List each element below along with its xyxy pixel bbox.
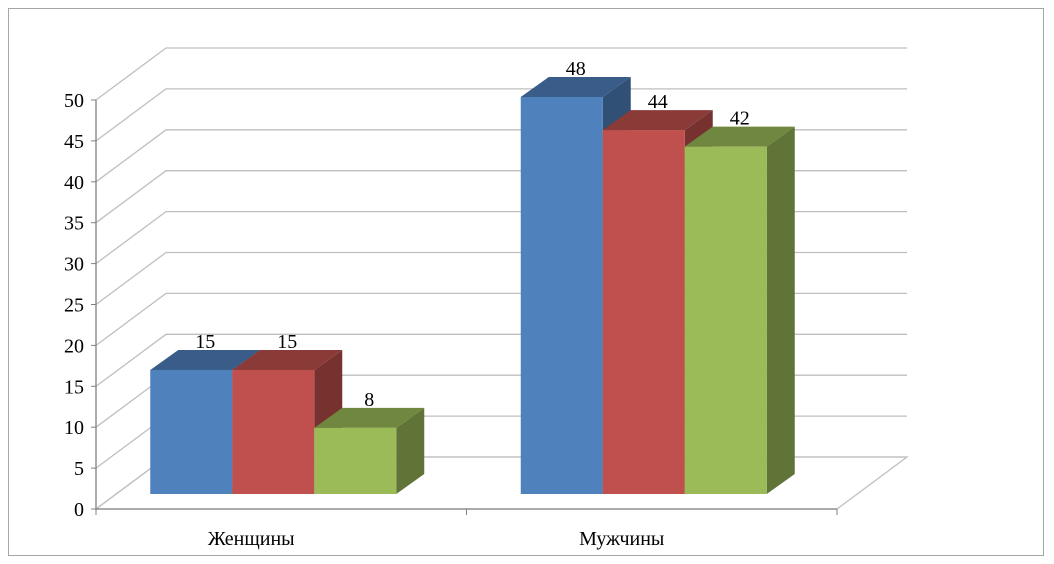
- bar-top-face: [520, 77, 631, 97]
- bar-front-face: [684, 146, 767, 494]
- data-label: 15: [195, 331, 215, 353]
- bar-front-face: [150, 369, 233, 494]
- y-tick-label: 5: [74, 458, 84, 480]
- y-tick-label: 15: [64, 376, 84, 398]
- bar-top-face: [314, 407, 425, 428]
- bar-top-face: [232, 349, 343, 370]
- y-tick-label: 30: [64, 254, 84, 276]
- chart-frame: 0 5 10 15 20 25 30 35 40 45 50 15 15 8 48 44 42 Женщины…: [8, 8, 1044, 556]
- y-tick-label: 25: [64, 295, 84, 317]
- x-category-label: Женщины: [208, 528, 295, 550]
- bar: [232, 349, 343, 494]
- bar-front-face: [602, 130, 685, 494]
- axes: [91, 99, 838, 515]
- bar-top-face: [602, 110, 713, 131]
- y-tick-label: 45: [64, 131, 84, 153]
- data-label: 48: [566, 58, 586, 80]
- bar: [684, 126, 795, 494]
- data-label: 15: [277, 331, 297, 353]
- bar-front-face: [520, 97, 603, 494]
- y-tick-labels: 0 5 10 15 20 25 30 35 40 45 50: [64, 90, 84, 521]
- y-tick-label: 10: [64, 417, 84, 439]
- data-label: 42: [730, 108, 750, 130]
- gridline: [95, 47, 907, 101]
- data-label: 8: [364, 389, 374, 411]
- bar-front-face: [314, 427, 397, 494]
- x-tick-labels: Женщины Мужчины: [208, 528, 664, 550]
- bar-top-face: [150, 349, 261, 370]
- gridline: [95, 88, 907, 142]
- bar-front-face: [232, 369, 315, 494]
- bar-side-face: [396, 407, 425, 494]
- bar-chart: 0 5 10 15 20 25 30 35 40 45 50 15 15 8 48 44 42 Женщины…: [64, 47, 909, 550]
- bar-side-face: [766, 126, 795, 494]
- data-labels: 15 15 8 48 44 42: [195, 58, 750, 411]
- bar-top-face: [684, 126, 795, 147]
- y-tick-label: 35: [64, 213, 84, 235]
- data-label: 44: [648, 91, 668, 113]
- bars: [150, 77, 795, 494]
- y-tick-label: 0: [74, 499, 84, 521]
- bar: [314, 407, 425, 494]
- y-tick-label: 50: [64, 90, 84, 112]
- x-category-label: Мужчины: [579, 528, 664, 550]
- y-tick-label: 20: [64, 335, 84, 357]
- y-tick-label: 40: [64, 172, 84, 194]
